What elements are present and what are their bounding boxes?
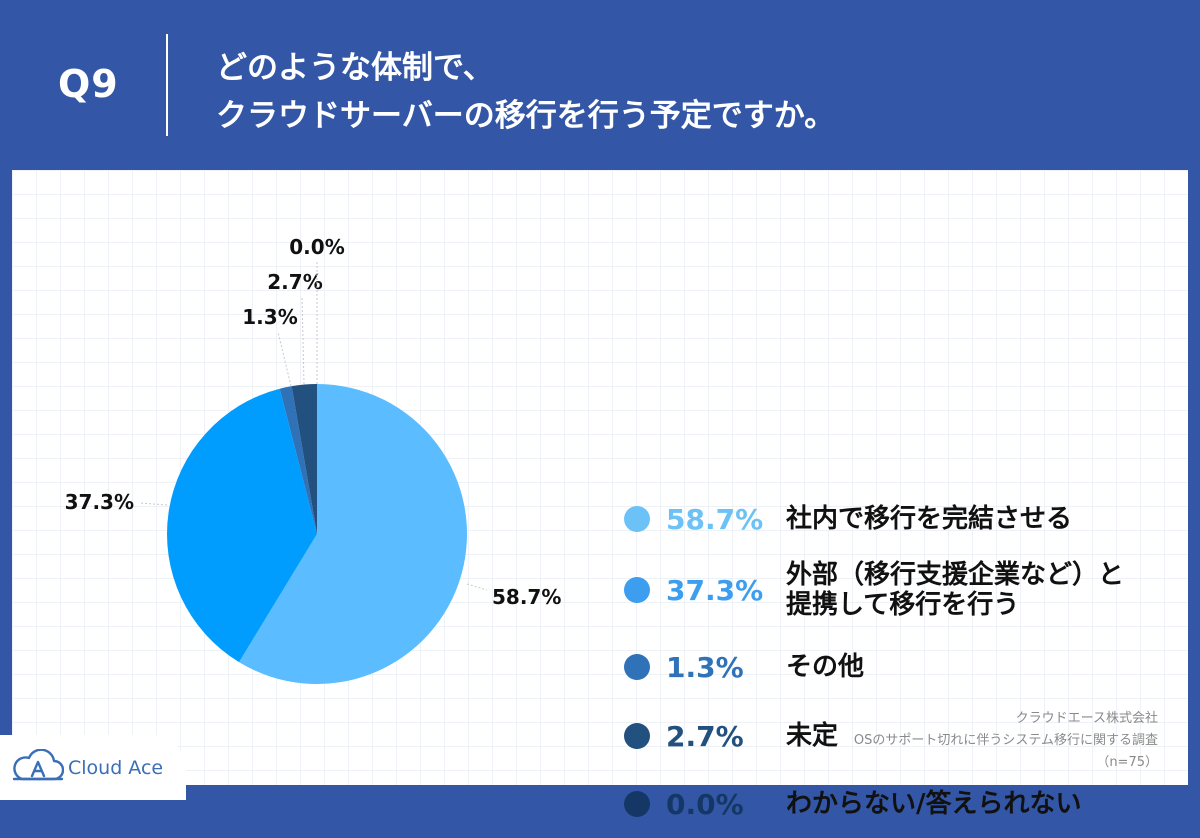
question-title: どのような体制で、 クラウドサーバーの移行を行う予定ですか。	[216, 44, 835, 140]
data-label-other: 1.3%	[242, 305, 297, 329]
legend-label-line: わからない/答えられない	[786, 789, 1082, 819]
pie-slice-external-partner	[167, 388, 317, 663]
leader-line	[301, 295, 305, 385]
source-note: クラウドエース株式会社 OSのサポート切れに伴うシステム移行に関する調査 （n=…	[854, 708, 1158, 774]
leader-line	[139, 502, 168, 506]
cloud-icon	[12, 749, 64, 781]
source-sample-size: （n=75）	[1096, 755, 1158, 770]
question-title-line-1: どのような体制で、	[216, 50, 494, 86]
pie-slice-other	[279, 386, 317, 534]
leader-line	[466, 583, 488, 591]
data-label-external-partner: 37.3%	[65, 490, 134, 514]
legend-label: 社内で移行を完結させる	[786, 504, 1072, 534]
legend-item-undecided: 2.7% 未定	[622, 702, 1192, 770]
legend-dot	[624, 791, 650, 817]
leader-line	[277, 331, 292, 387]
source-company: クラウドエース株式会社	[1015, 711, 1158, 726]
legend-label: 外部（移行支援企業など）と 提携して移行を行う	[786, 560, 1124, 620]
header-divider	[166, 34, 168, 136]
data-label-unknown: 0.0%	[289, 235, 344, 259]
question-title-line-2: クラウドサーバーの移行を行う予定ですか。	[216, 98, 836, 134]
question-number: Q9	[58, 62, 119, 106]
pie-chart: 58.7% 37.3% 1.3% 2.7% 0.0%	[65, 235, 561, 684]
legend: 58.7% 社内で移行を完結させる 37.3% 外部（移行支援企業など）と 提携…	[622, 490, 1192, 838]
data-label-in-house: 58.7%	[492, 585, 561, 609]
legend-label-line: 提携して移行を行う	[786, 590, 1020, 620]
data-label-undecided: 2.7%	[267, 270, 322, 294]
legend-item-external-partner: 37.3% 外部（移行支援企業など）と 提携して移行を行う	[622, 548, 1192, 632]
legend-percent: 1.3%	[666, 650, 744, 684]
legend-percent: 58.7%	[666, 502, 764, 536]
header-bar: Q9 どのような体制で、 クラウドサーバーの移行を行う予定ですか。	[0, 0, 1200, 170]
legend-percent: 0.0%	[666, 787, 744, 821]
logo-text: Cloud Ace	[68, 757, 164, 779]
legend-label: わからない/答えられない	[786, 789, 1082, 819]
legend-label-line: 社内で移行を完結させる	[786, 504, 1073, 534]
legend-label: その他	[786, 652, 864, 682]
source-survey: OSのサポート切れに伴うシステム移行に関する調査	[853, 733, 1158, 748]
legend-dot	[624, 654, 650, 680]
legend-percent: 2.7%	[666, 719, 744, 753]
pie-slice-undecided	[291, 384, 317, 534]
legend-item-other: 1.3% その他	[622, 632, 1192, 702]
legend-item-unknown: 0.0% わからない/答えられない	[622, 770, 1192, 838]
legend-label: 未定	[786, 721, 838, 751]
pie-slice-in-house	[239, 384, 467, 684]
legend-label-line: その他	[786, 652, 865, 682]
legend-label-line: 未定	[786, 721, 839, 751]
legend-dot	[624, 506, 650, 532]
legend-percent: 37.3%	[666, 573, 764, 607]
cloud-ace-logo: Cloud Ace	[0, 735, 186, 800]
legend-label-line: 外部（移行支援企業など）と	[786, 560, 1125, 590]
legend-item-in-house: 58.7% 社内で移行を完結させる	[622, 490, 1192, 548]
chart-panel: 58.7% 37.3% 1.3% 2.7% 0.0% 58.7% 社内で移行を完結させる…	[12, 170, 1188, 821]
legend-dot	[624, 723, 650, 749]
legend-dot	[624, 577, 650, 603]
